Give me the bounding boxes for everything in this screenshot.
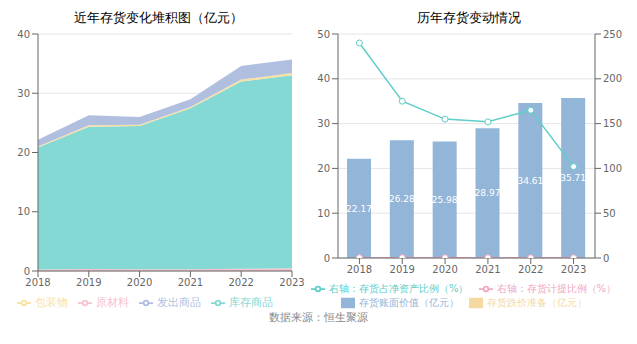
svg-text:40: 40 bbox=[317, 73, 330, 84]
svg-text:50: 50 bbox=[603, 208, 616, 219]
html-text:库存商品: 库存商品 bbox=[229, 296, 273, 309]
html-text:发出商品: 发出商品 bbox=[157, 296, 201, 309]
html-text:存货跌价准备（亿元）: 存货跌价准备（亿元） bbox=[486, 297, 587, 308]
svg-text:10: 10 bbox=[317, 208, 330, 219]
svg-text:150: 150 bbox=[603, 118, 622, 129]
svg-text:26.28: 26.28 bbox=[389, 194, 415, 204]
svg-text:2023: 2023 bbox=[279, 277, 304, 288]
svg-text:22.17: 22.17 bbox=[346, 204, 372, 214]
svg-text:34.61: 34.61 bbox=[517, 176, 543, 186]
svg-text:50: 50 bbox=[317, 29, 330, 40]
svg-text:0: 0 bbox=[603, 253, 609, 264]
svg-text:100: 100 bbox=[603, 163, 622, 174]
svg-text:200: 200 bbox=[603, 73, 622, 84]
html-text:右轴：存货占净资产比例（%）: 右轴：存货占净资产比例（%） bbox=[329, 283, 469, 294]
svg-text:2022: 2022 bbox=[518, 264, 543, 275]
svg-text:2019: 2019 bbox=[390, 264, 415, 275]
svg-text:2022: 2022 bbox=[228, 277, 253, 288]
svg-text:2018: 2018 bbox=[25, 277, 50, 288]
svg-text:2020: 2020 bbox=[127, 277, 152, 288]
svg-text:35.71: 35.71 bbox=[560, 173, 586, 183]
svg-text:2021: 2021 bbox=[475, 264, 500, 275]
svg-text:250: 250 bbox=[603, 29, 622, 40]
svg-text:40: 40 bbox=[17, 29, 30, 40]
svg-text:30: 30 bbox=[317, 118, 330, 129]
html-text:近年存货变化堆积图（亿元）: 近年存货变化堆积图（亿元） bbox=[73, 10, 243, 25]
svg-text:0: 0 bbox=[24, 266, 30, 277]
html-text:包装物: 包装物 bbox=[35, 296, 68, 309]
html-text:右轴：存货计提比例（%）: 右轴：存货计提比例（%） bbox=[496, 283, 616, 294]
svg-text:30: 30 bbox=[17, 88, 30, 99]
svg-text:2019: 2019 bbox=[76, 277, 101, 288]
svg-text:10: 10 bbox=[17, 206, 30, 217]
html-text:原材料: 原材料 bbox=[96, 296, 129, 309]
svg-text:25.98: 25.98 bbox=[432, 195, 458, 205]
svg-text:2018: 2018 bbox=[347, 264, 372, 275]
html-text:历年存货变动情况: 历年存货变动情况 bbox=[416, 10, 521, 25]
html-text:数据来源：恒生聚源: 数据来源：恒生聚源 bbox=[269, 311, 368, 324]
svg-text:20: 20 bbox=[317, 163, 330, 174]
svg-text:2023: 2023 bbox=[561, 264, 586, 275]
svg-text:2021: 2021 bbox=[178, 277, 203, 288]
svg-text:28.97: 28.97 bbox=[475, 188, 501, 198]
svg-text:0: 0 bbox=[324, 253, 330, 264]
html-text:存货账面价值（亿元）: 存货账面价值（亿元） bbox=[358, 297, 459, 308]
svg-text:20: 20 bbox=[17, 147, 30, 158]
svg-text:2020: 2020 bbox=[432, 264, 457, 275]
